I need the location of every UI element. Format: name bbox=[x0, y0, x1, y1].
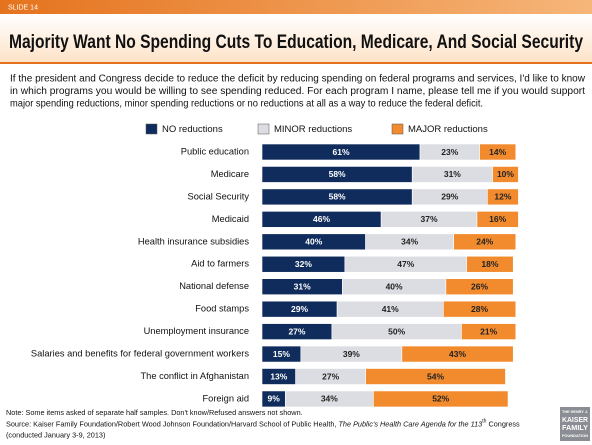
value-label: 24% bbox=[476, 237, 493, 247]
bar-segment bbox=[492, 166, 519, 183]
bar-segment bbox=[487, 188, 519, 206]
value-label: 31% bbox=[294, 281, 311, 291]
category-label: National defense bbox=[179, 281, 249, 291]
logo-text: FOUNDATION bbox=[562, 434, 589, 438]
category-label: Public education bbox=[181, 146, 249, 156]
value-label: 21% bbox=[480, 326, 497, 336]
logo-text: FAMILY bbox=[562, 425, 588, 432]
bar-segment bbox=[445, 278, 514, 296]
chart-title: Majority Want No Spending Cuts To Educat… bbox=[9, 32, 583, 53]
value-label: 16% bbox=[489, 214, 506, 224]
value-label: 34% bbox=[401, 237, 418, 247]
bar-segment bbox=[453, 233, 517, 251]
top-strip bbox=[0, 0, 592, 14]
value-label: 46% bbox=[313, 214, 330, 224]
bar-segment bbox=[479, 143, 517, 161]
value-label: 41% bbox=[382, 304, 399, 314]
legend-swatch bbox=[257, 123, 270, 135]
bar-segment bbox=[476, 211, 519, 228]
value-label: 58% bbox=[329, 169, 346, 179]
category-label: Aid to farmers bbox=[191, 259, 249, 269]
bar-segment bbox=[461, 323, 517, 340]
source-text: Source: Kaiser Family Foundation/Robert … bbox=[6, 419, 338, 428]
source-end: Congress bbox=[486, 419, 520, 428]
bar-segment bbox=[401, 345, 514, 363]
value-label: 40% bbox=[386, 281, 403, 291]
legend-swatch bbox=[391, 123, 404, 135]
value-label: 23% bbox=[441, 147, 458, 157]
value-label: 32% bbox=[295, 259, 312, 269]
value-label: 58% bbox=[329, 192, 346, 202]
slide-label: SLIDE 14 bbox=[8, 4, 38, 11]
value-label: 26% bbox=[471, 281, 488, 291]
category-label: Food stamps bbox=[195, 304, 249, 314]
category-label: Medicare bbox=[211, 169, 249, 179]
value-label: 50% bbox=[388, 326, 405, 336]
value-label: 34% bbox=[321, 394, 338, 404]
category-label: Foreign aid bbox=[202, 393, 249, 403]
legend-label: MINOR reductions bbox=[274, 124, 352, 135]
bar-segment bbox=[466, 255, 514, 273]
bar-segment bbox=[442, 300, 517, 318]
value-label: 13% bbox=[270, 371, 287, 381]
question-line: major spending reductions, minor spendin… bbox=[10, 99, 483, 110]
title-rule bbox=[0, 62, 592, 64]
value-label: 14% bbox=[489, 147, 506, 157]
value-label: 10% bbox=[497, 169, 514, 179]
category-label: Medicaid bbox=[212, 214, 249, 224]
logo-box bbox=[560, 407, 590, 441]
logo-text: KAISER bbox=[562, 417, 588, 424]
value-label: 29% bbox=[441, 192, 458, 202]
value-label: 39% bbox=[343, 349, 360, 359]
note: Note: Some items asked of separate half … bbox=[6, 408, 303, 417]
bar-segment bbox=[373, 390, 509, 408]
value-label: 29% bbox=[291, 304, 308, 314]
source: Source: Kaiser Family Foundation/Robert … bbox=[6, 419, 520, 429]
value-label: 54% bbox=[427, 371, 444, 381]
question-line: If the president and Congress decide to … bbox=[10, 74, 586, 85]
value-label: 18% bbox=[481, 259, 498, 269]
value-label: 12% bbox=[494, 192, 511, 202]
logo-text: THE HENRY J. bbox=[562, 410, 588, 414]
value-label: 27% bbox=[322, 371, 339, 381]
value-label: 31% bbox=[444, 169, 461, 179]
category-label: The conflict in Afghanistan bbox=[140, 371, 249, 381]
value-label: 9% bbox=[268, 394, 281, 404]
value-label: 61% bbox=[332, 147, 349, 157]
category-label: Unemployment insurance bbox=[144, 326, 249, 336]
value-label: 40% bbox=[305, 237, 322, 247]
category-label: Social Security bbox=[188, 191, 250, 201]
bar-segment bbox=[365, 368, 506, 385]
value-label: 43% bbox=[449, 349, 466, 359]
source-title: The Public's Health Care Agenda for the … bbox=[338, 419, 482, 428]
dates: (conducted January 3-9, 2013) bbox=[6, 430, 105, 439]
title-band bbox=[0, 14, 592, 62]
legend-label: MAJOR reductions bbox=[408, 124, 488, 135]
question-line: in which programs you would be willing t… bbox=[10, 86, 585, 97]
value-label: 47% bbox=[397, 259, 414, 269]
category-label: Salaries and benefits for federal govern… bbox=[31, 349, 249, 359]
value-label: 37% bbox=[421, 214, 438, 224]
legend-label: NO reductions bbox=[162, 124, 223, 135]
value-label: 52% bbox=[432, 394, 449, 404]
value-label: 27% bbox=[288, 326, 305, 336]
value-label: 28% bbox=[471, 304, 488, 314]
source-sup: th bbox=[482, 419, 486, 425]
value-label: 15% bbox=[273, 349, 290, 359]
category-label: Health insurance subsidies bbox=[138, 236, 249, 246]
legend-swatch bbox=[145, 123, 158, 135]
